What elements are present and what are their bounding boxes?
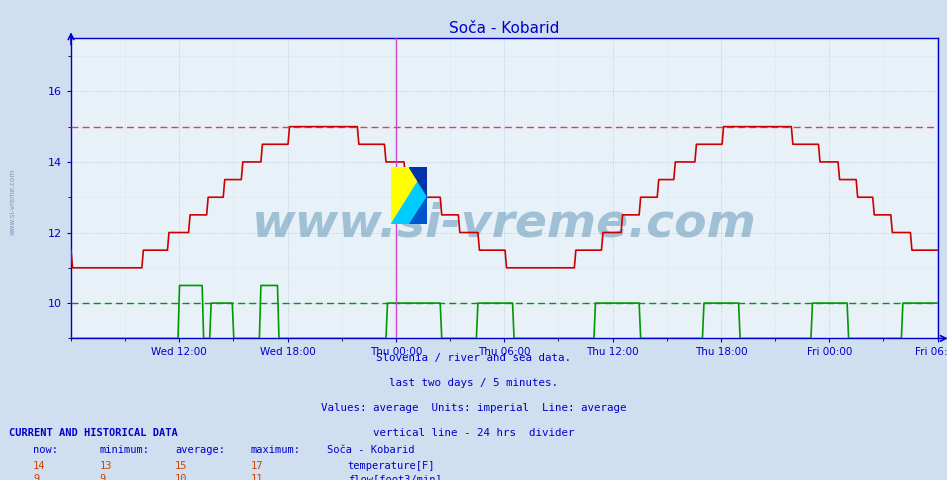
Text: now:: now:	[33, 445, 58, 456]
Polygon shape	[409, 167, 427, 196]
Text: Values: average  Units: imperial  Line: average: Values: average Units: imperial Line: av…	[321, 403, 626, 413]
Text: Soča - Kobarid: Soča - Kobarid	[327, 445, 414, 456]
Text: 11: 11	[251, 474, 263, 480]
Polygon shape	[391, 167, 427, 225]
Text: vertical line - 24 hrs  divider: vertical line - 24 hrs divider	[373, 428, 574, 438]
Text: temperature[F]: temperature[F]	[348, 461, 435, 471]
Text: 9: 9	[99, 474, 106, 480]
Text: www.si-vreme.com: www.si-vreme.com	[252, 202, 757, 247]
Text: maximum:: maximum:	[251, 445, 301, 456]
Text: last two days / 5 minutes.: last two days / 5 minutes.	[389, 378, 558, 388]
Text: www.si-vreme.com: www.si-vreme.com	[9, 168, 15, 235]
Text: 15: 15	[175, 461, 188, 471]
Polygon shape	[409, 196, 427, 225]
Text: CURRENT AND HISTORICAL DATA: CURRENT AND HISTORICAL DATA	[9, 428, 178, 438]
Text: minimum:: minimum:	[99, 445, 150, 456]
Text: flow[foot3/min]: flow[foot3/min]	[348, 474, 441, 480]
Polygon shape	[391, 167, 427, 225]
Text: 14: 14	[33, 461, 45, 471]
Text: average:: average:	[175, 445, 225, 456]
Text: 17: 17	[251, 461, 263, 471]
Text: Slovenia / river and sea data.: Slovenia / river and sea data.	[376, 353, 571, 363]
Text: 9: 9	[33, 474, 40, 480]
Text: 13: 13	[99, 461, 112, 471]
Title: Soča - Kobarid: Soča - Kobarid	[449, 21, 560, 36]
Text: 10: 10	[175, 474, 188, 480]
